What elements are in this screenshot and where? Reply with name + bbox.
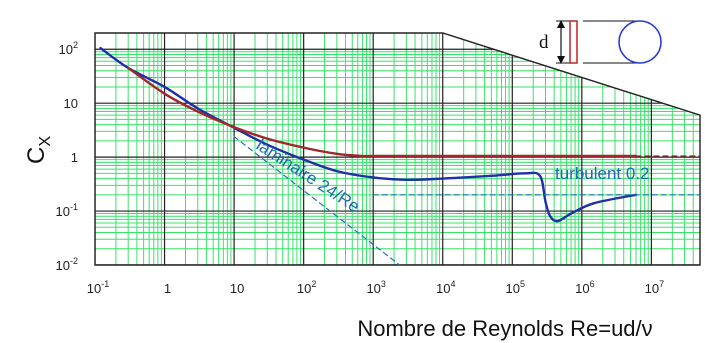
x-tick-label: 107 bbox=[645, 279, 664, 296]
plot-grid bbox=[95, 33, 700, 265]
x-tick-label-exp: 4 bbox=[450, 279, 455, 289]
x-tick-label-exp: 2 bbox=[311, 279, 316, 289]
y-tick-label-exp: -2 bbox=[70, 256, 78, 266]
y-tick-label-exp: 2 bbox=[73, 40, 78, 50]
geometry-inset: d bbox=[539, 20, 662, 64]
x-tick-label: 10-1 bbox=[87, 279, 109, 296]
x-tick-label: 106 bbox=[575, 279, 594, 296]
series-laminar-24-over-Re bbox=[233, 136, 444, 265]
y-tick-label: 1 bbox=[71, 150, 78, 165]
x-tick-label: 105 bbox=[506, 279, 525, 296]
x-tick-label-base: 10 bbox=[297, 281, 311, 296]
x-tick-label-base: 10 bbox=[230, 281, 244, 296]
x-axis-label: Nombre de Reynolds Re=ud/ν bbox=[357, 316, 652, 341]
y-tick-label: 10-2 bbox=[56, 256, 78, 273]
y-tick-label: 10-1 bbox=[56, 202, 78, 219]
series-red bbox=[126, 66, 638, 158]
y-tick-label-exp: -1 bbox=[70, 202, 78, 212]
inset-dim-arrow-top bbox=[557, 20, 565, 28]
y-axis-label-main: C bbox=[23, 147, 50, 164]
inset-d-label: d bbox=[539, 32, 549, 53]
plot-frame bbox=[94, 32, 701, 266]
x-tick-label-exp: 7 bbox=[659, 279, 664, 289]
x-tick-label: 10 bbox=[230, 281, 244, 296]
x-tick-label-base: 10 bbox=[87, 281, 101, 296]
y-tick-label-base: 10 bbox=[56, 204, 70, 219]
x-tick-label: 104 bbox=[436, 279, 455, 296]
y-tick-label: 10 bbox=[64, 96, 78, 111]
inset-cylinder bbox=[618, 20, 662, 64]
y-axis-label-sub: X bbox=[37, 136, 54, 147]
y-axis-label: CX bbox=[23, 136, 54, 164]
y-tick-label-base: 10 bbox=[64, 96, 78, 111]
plot-boundary bbox=[94, 32, 701, 266]
x-tick-label-exp: 3 bbox=[381, 279, 386, 289]
svg-text:CX: CX bbox=[23, 136, 54, 164]
y-tick-label-base: 10 bbox=[59, 42, 73, 57]
x-tick-label-base: 10 bbox=[366, 281, 380, 296]
x-tick-label-exp: -1 bbox=[101, 279, 109, 289]
x-tick-label: 1 bbox=[164, 281, 171, 296]
x-tick-label-base: 10 bbox=[506, 281, 520, 296]
y-tick-label: 102 bbox=[59, 40, 78, 57]
x-tick-labels: 10-1 1 10 102 103 104 105 106 107 bbox=[87, 279, 664, 296]
x-tick-label-base: 10 bbox=[645, 281, 659, 296]
x-tick-label-exp: 6 bbox=[590, 279, 595, 289]
inset-dim-arrow-bottom bbox=[557, 56, 565, 64]
x-tick-label-exp: 5 bbox=[520, 279, 525, 289]
x-tick-label-base: 10 bbox=[575, 281, 589, 296]
series-blue bbox=[99, 46, 638, 223]
inset-plate bbox=[569, 20, 578, 64]
x-tick-label-base: 10 bbox=[436, 281, 450, 296]
annotation-turbulent: turbulent 0.2 bbox=[555, 164, 650, 183]
x-tick-label: 102 bbox=[297, 279, 316, 296]
x-tick-label-base: 1 bbox=[164, 281, 171, 296]
y-tick-label-base: 1 bbox=[71, 150, 78, 165]
x-tick-label: 103 bbox=[366, 279, 385, 296]
y-tick-label-base: 10 bbox=[56, 258, 70, 273]
plot-series bbox=[99, 46, 700, 265]
